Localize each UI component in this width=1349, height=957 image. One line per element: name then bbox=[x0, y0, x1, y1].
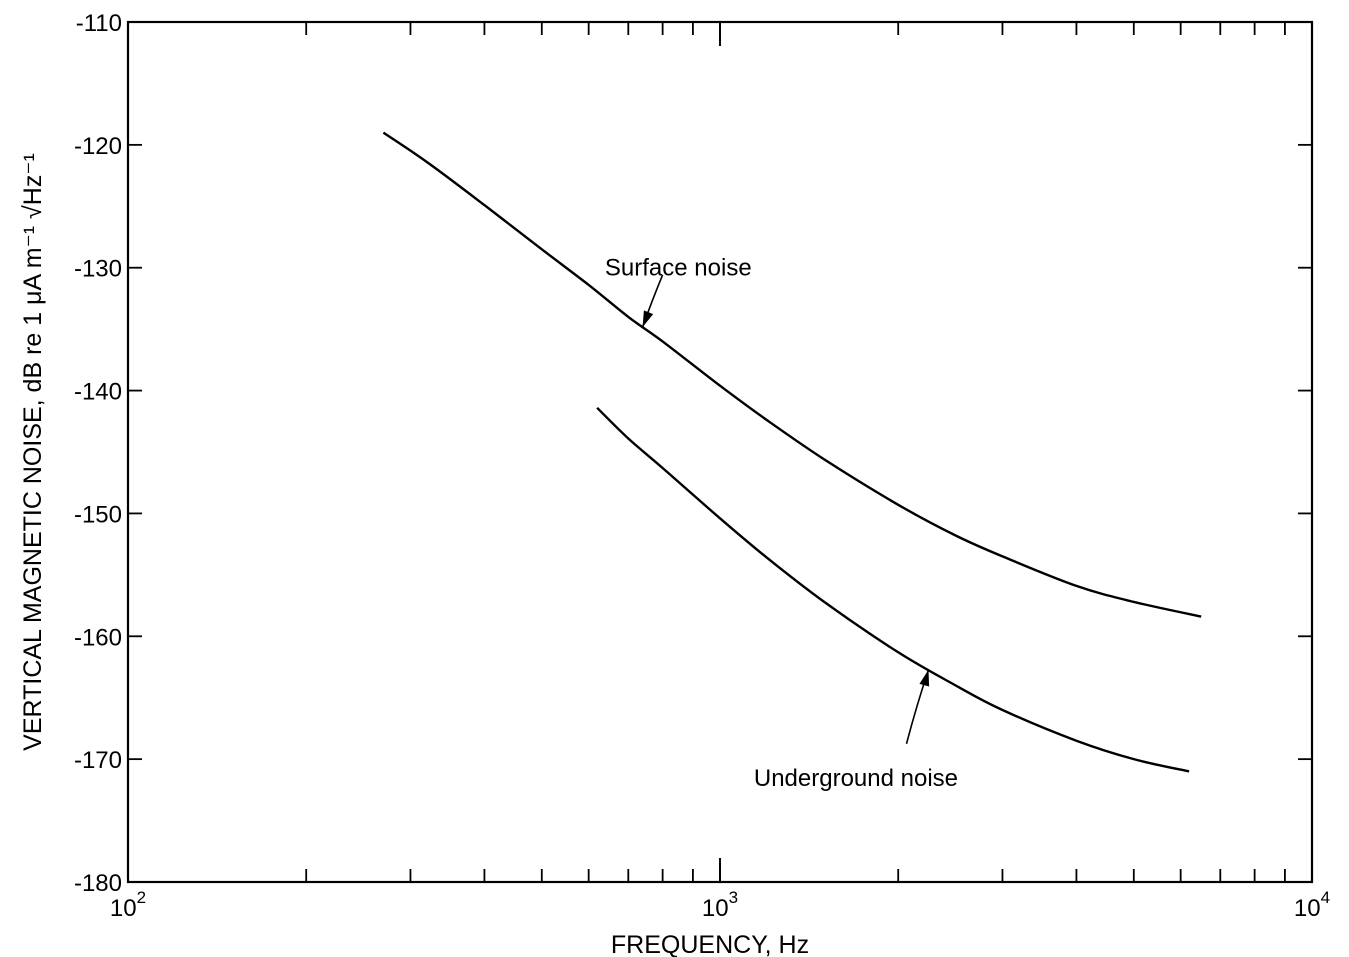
x-tick-labels: 102 103 104 bbox=[110, 888, 1330, 922]
plot-frame bbox=[126, 20, 1314, 884]
series-line-surface-noise bbox=[382, 131, 1202, 618]
y-tick-label: -140 bbox=[74, 379, 122, 406]
y-tick-label: -130 bbox=[74, 256, 122, 283]
y-tick-labels: -110 -120 -130 -140 -150 -160 -170 -180 bbox=[74, 10, 122, 897]
y-tick-label: -170 bbox=[74, 747, 122, 774]
arrow-icon bbox=[642, 310, 654, 328]
annotation-underground-noise: Underground noise bbox=[754, 765, 958, 792]
x-tick-label: 104 bbox=[1294, 888, 1330, 922]
x-tick-label: 103 bbox=[702, 888, 738, 922]
y-tick-label: -160 bbox=[74, 624, 122, 651]
annotation-surface-noise: Surface noise bbox=[605, 255, 752, 282]
series-lines bbox=[382, 131, 1202, 773]
y-tick-label: -180 bbox=[74, 870, 122, 897]
y-tick-label: -110 bbox=[76, 10, 122, 37]
annotations: Surface noise Underground noise bbox=[605, 255, 958, 793]
x-axis-title: FREQUENCY, Hz bbox=[611, 931, 809, 957]
y-axis-title: VERTICAL MAGNETIC NOISE, dB re 1 μA m⁻¹ … bbox=[19, 153, 47, 751]
y-tick-label: -120 bbox=[74, 133, 122, 160]
x-tick-label: 102 bbox=[110, 888, 146, 922]
series-line-underground-noise bbox=[596, 406, 1190, 773]
arrow-icon bbox=[919, 669, 930, 687]
axis-ticks bbox=[127, 21, 1313, 883]
y-tick-label: -150 bbox=[74, 501, 122, 528]
